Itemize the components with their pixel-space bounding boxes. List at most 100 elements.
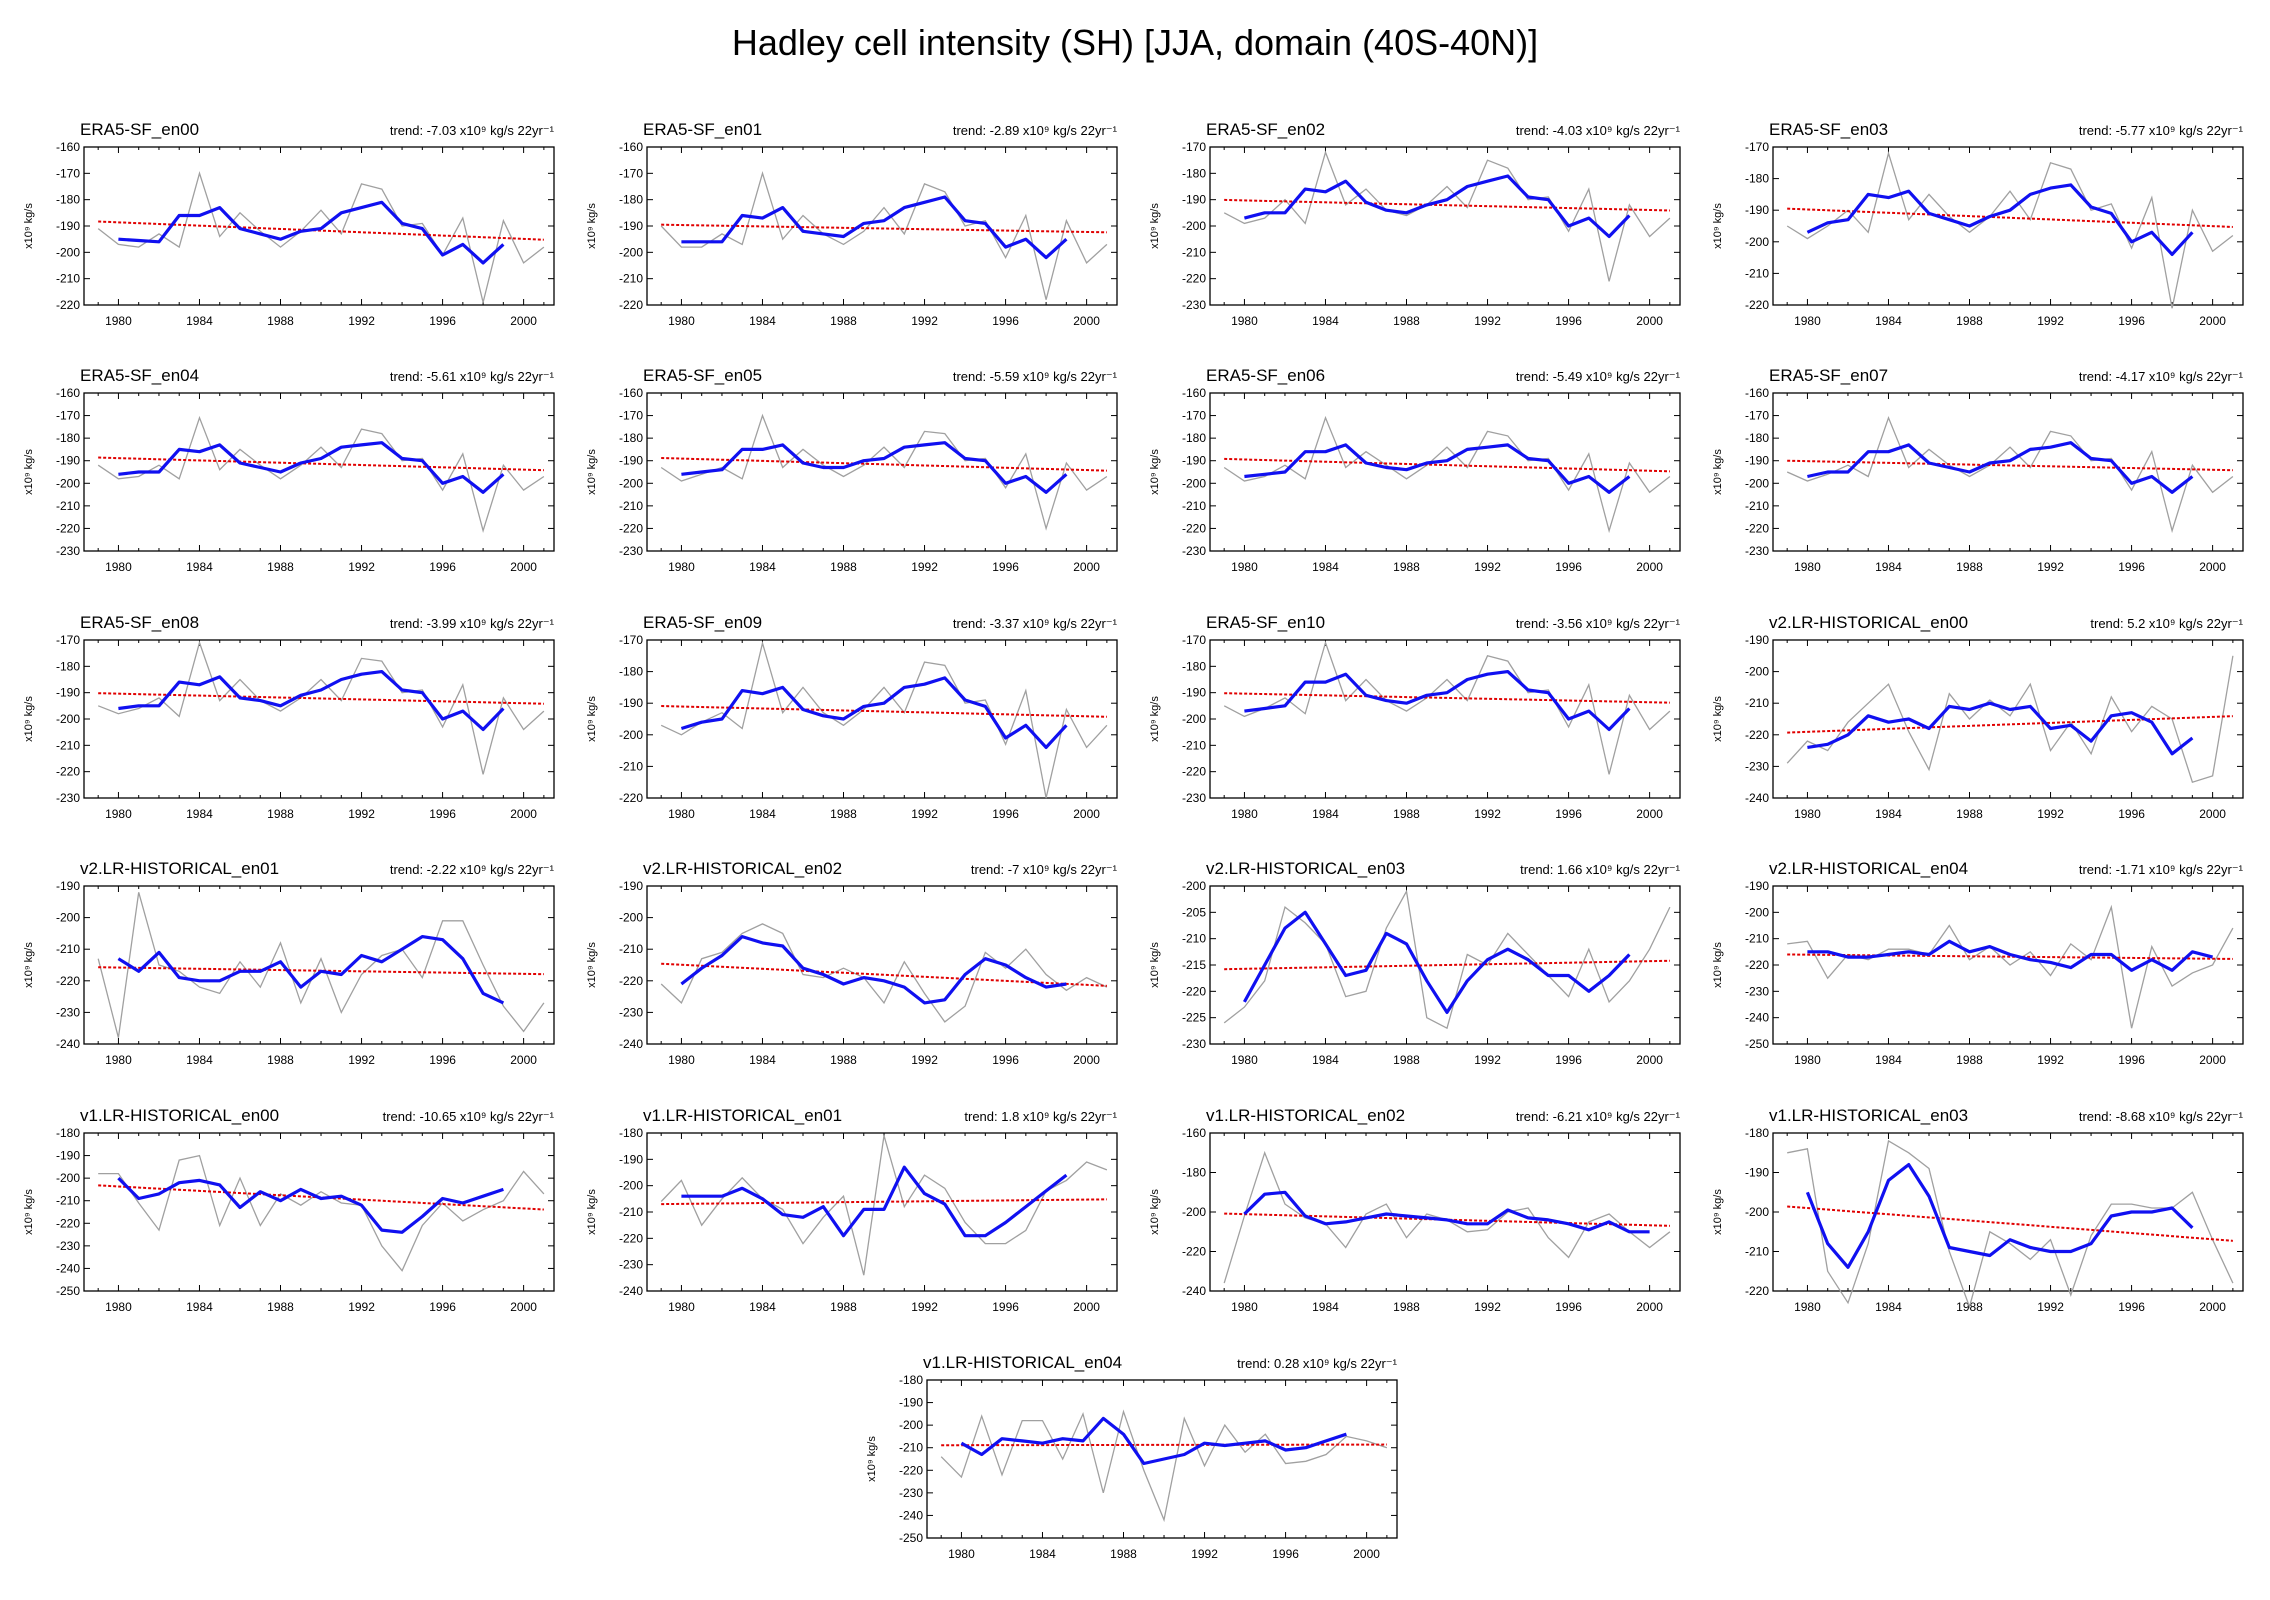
y-tick-label: -210 (619, 1205, 643, 1219)
y-tick-label: -220 (1182, 272, 1206, 286)
y-tick-label: -230 (1745, 544, 1769, 558)
y-axis-label: x10⁹ kg/s (23, 1189, 35, 1235)
y-tick-label: -210 (1745, 696, 1769, 710)
series-raw-line (660, 923, 1108, 1023)
y-tick-label: -200 (1182, 879, 1206, 893)
y-tick-label: -210 (1745, 266, 1769, 280)
y-tick-label: -230 (619, 1005, 643, 1019)
trend-label: trend: -3.37 x10⁹ kg/s 22yr⁻¹ (953, 616, 1118, 631)
series-smoothed-line (1243, 174, 1631, 239)
plot-frame (1772, 885, 2244, 1045)
y-axis-label: x10⁹ kg/s (1149, 696, 1161, 742)
y-tick-label: -160 (56, 386, 80, 400)
y-tick-label: -230 (56, 791, 80, 805)
y-tick-label: -190 (619, 879, 643, 893)
x-tick-label: 1992 (1474, 1053, 1501, 1067)
y-axis-label: x10⁹ kg/s (586, 696, 598, 742)
x-tick-label: 1984 (1312, 807, 1339, 821)
y-tick-label: -210 (619, 272, 643, 286)
y-tick-label: -180 (1182, 659, 1206, 673)
panel-title: ERA5-SF_en03 (1769, 120, 1888, 139)
x-tick-label: 1992 (348, 807, 375, 821)
series-raw-line (97, 640, 545, 775)
series-trend-line (98, 456, 544, 472)
y-tick-label: -160 (619, 386, 643, 400)
y-axis-label: x10⁹ kg/s (1712, 1189, 1724, 1235)
x-tick-label: 2000 (1636, 1053, 1663, 1067)
x-tick-label: 1992 (2037, 1053, 2064, 1067)
y-tick-label: -240 (619, 1284, 643, 1298)
trend-label: trend: -7.03 x10⁹ kg/s 22yr⁻¹ (390, 123, 555, 138)
series-raw-line (97, 171, 545, 303)
x-tick-label: 1980 (668, 807, 695, 821)
x-tick-label: 1988 (830, 560, 857, 574)
y-tick-label: -200 (619, 245, 643, 259)
series-smoothed-line (117, 935, 505, 1005)
trend-label: trend: -3.99 x10⁹ kg/s 22yr⁻¹ (390, 616, 555, 631)
series-trend-line (1787, 953, 2233, 960)
x-tick-label: 1992 (2037, 1300, 2064, 1314)
y-tick-label: -210 (619, 942, 643, 956)
y-tick-label: -200 (1745, 665, 1769, 679)
y-tick-label: -170 (619, 166, 643, 180)
y-tick-label: -190 (619, 1152, 643, 1166)
series-smoothed-line (680, 676, 1068, 749)
panel-title: ERA5-SF_en04 (80, 366, 199, 385)
series-raw-line (1223, 150, 1671, 282)
x-tick-label: 1988 (267, 560, 294, 574)
y-tick-label: -180 (1745, 431, 1769, 445)
x-tick-label: 1980 (105, 1300, 132, 1314)
y-tick-label: -170 (619, 409, 643, 423)
series-trend-line (1224, 457, 1670, 473)
y-tick-label: -220 (1182, 1245, 1206, 1259)
x-tick-label: 1980 (1794, 314, 1821, 328)
y-tick-label: -220 (56, 298, 80, 312)
y-tick-label: -170 (56, 633, 80, 647)
y-tick-label: -190 (619, 454, 643, 468)
x-tick-label: 1996 (2118, 1300, 2145, 1314)
y-tick-label: -170 (56, 409, 80, 423)
plot-frame (83, 1132, 555, 1292)
y-tick-label: -180 (56, 193, 80, 207)
trend-label: trend: -5.49 x10⁹ kg/s 22yr⁻¹ (1516, 369, 1681, 384)
x-tick-label: 1984 (1312, 1300, 1339, 1314)
series-smoothed-line (1244, 670, 1631, 732)
x-tick-label: 1992 (2037, 314, 2064, 328)
x-tick-label: 1984 (749, 807, 776, 821)
y-tick-label: -210 (56, 272, 80, 286)
x-tick-label: 1996 (1555, 1300, 1582, 1314)
series-trend-line (941, 1443, 1387, 1447)
x-tick-label: 1992 (348, 1053, 375, 1067)
y-tick-label: -180 (619, 193, 643, 207)
x-tick-label: 1980 (1794, 1300, 1821, 1314)
x-tick-label: 1980 (668, 1300, 695, 1314)
y-axis-label: x10⁹ kg/s (1712, 203, 1724, 249)
x-tick-label: 1992 (2037, 807, 2064, 821)
series-smoothed-line (1806, 183, 2194, 256)
trend-label: trend: -1.71 x10⁹ kg/s 22yr⁻¹ (2079, 862, 2244, 877)
trend-label: trend: -6.21 x10⁹ kg/s 22yr⁻¹ (1516, 1109, 1681, 1124)
plot-frame (1772, 392, 2244, 552)
series-smoothed-line (1807, 939, 2214, 972)
x-tick-label: 1992 (911, 1300, 938, 1314)
x-tick-label: 2000 (1636, 1300, 1663, 1314)
panel-v2-lr-historical-en01: v2.LR-HISTORICAL_en01 trend: -2.22 x10⁹ k… (23, 859, 555, 1067)
series-trend-line (1787, 459, 2233, 472)
x-tick-label: 1980 (105, 314, 132, 328)
panel-v2-lr-historical-en03: v2.LR-HISTORICAL_en03 trend: 1.66 x10⁹ kg… (1149, 859, 1681, 1067)
series-raw-line (1787, 1139, 2234, 1309)
y-tick-label: -220 (619, 1231, 643, 1245)
y-tick-label: -220 (56, 521, 80, 535)
x-tick-label: 1996 (1555, 560, 1582, 574)
panel-era5-sf-en04: ERA5-SF_en04 trend: -5.61 x10⁹ kg/s 22yr⁻… (23, 366, 555, 574)
trend-label: trend: -3.56 x10⁹ kg/s 22yr⁻¹ (1516, 616, 1681, 631)
x-tick-label: 1996 (429, 1300, 456, 1314)
series-smoothed-line (681, 195, 1068, 260)
x-tick-label: 1980 (948, 1547, 975, 1561)
panel-era5-sf-en02: ERA5-SF_en02 trend: -4.03 x10⁹ kg/s 22yr⁻… (1149, 120, 1681, 328)
panel-era5-sf-en08: ERA5-SF_en08 trend: -3.99 x10⁹ kg/s 22yr⁻… (23, 613, 555, 821)
y-tick-label: -190 (1745, 1166, 1769, 1180)
y-tick-label: -240 (56, 1037, 80, 1051)
y-tick-label: -210 (619, 759, 643, 773)
panel-title: ERA5-SF_en01 (643, 120, 762, 139)
